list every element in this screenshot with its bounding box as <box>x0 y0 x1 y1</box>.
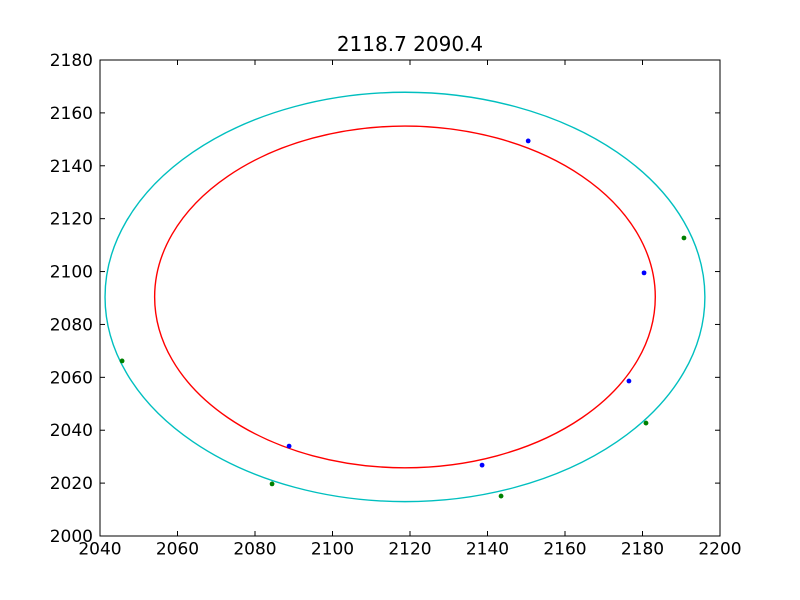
x-tick-label: 2080 <box>233 540 276 560</box>
y-tick-label: 2160 <box>50 104 93 124</box>
y-tick-label: 2080 <box>50 315 93 335</box>
y-tick-label: 2180 <box>50 51 93 71</box>
y-tick-label: 2060 <box>50 368 93 388</box>
outer-circle <box>104 91 706 503</box>
plot-title: 2118.7 2090.4 <box>337 32 483 56</box>
x-tick-label: 2160 <box>543 540 586 560</box>
green-point <box>119 358 125 364</box>
axes-frame <box>99 59 721 537</box>
green-point <box>643 420 649 426</box>
y-tick-label: 2140 <box>50 157 93 177</box>
green-point <box>498 493 504 499</box>
plot-layers: 2040 2060 2080 2100 2120 2140 2160 2180 2200 2000… <box>50 51 742 560</box>
x-tick-label: 2040 <box>78 540 121 560</box>
blue-point <box>525 138 531 144</box>
blue-point <box>479 462 485 468</box>
y-tick-label: 2000 <box>50 527 93 547</box>
blue-point <box>626 378 632 384</box>
y-tick-label: 2100 <box>50 263 93 283</box>
y-tick-label: 2020 <box>50 474 93 494</box>
y-tick-label: 2120 <box>50 210 93 230</box>
x-tick-label: 2180 <box>621 540 664 560</box>
green-point <box>269 481 275 487</box>
blue-point <box>286 443 292 449</box>
blue-point <box>641 270 647 276</box>
y-tick-label: 2040 <box>50 421 93 441</box>
x-tick-label: 2140 <box>466 540 509 560</box>
x-tick-label: 2100 <box>311 540 354 560</box>
x-tick-label: 2200 <box>698 540 741 560</box>
x-tick-label: 2120 <box>388 540 431 560</box>
inner-circle <box>153 125 656 469</box>
x-tick-label: 2060 <box>156 540 199 560</box>
green-point <box>681 235 687 241</box>
